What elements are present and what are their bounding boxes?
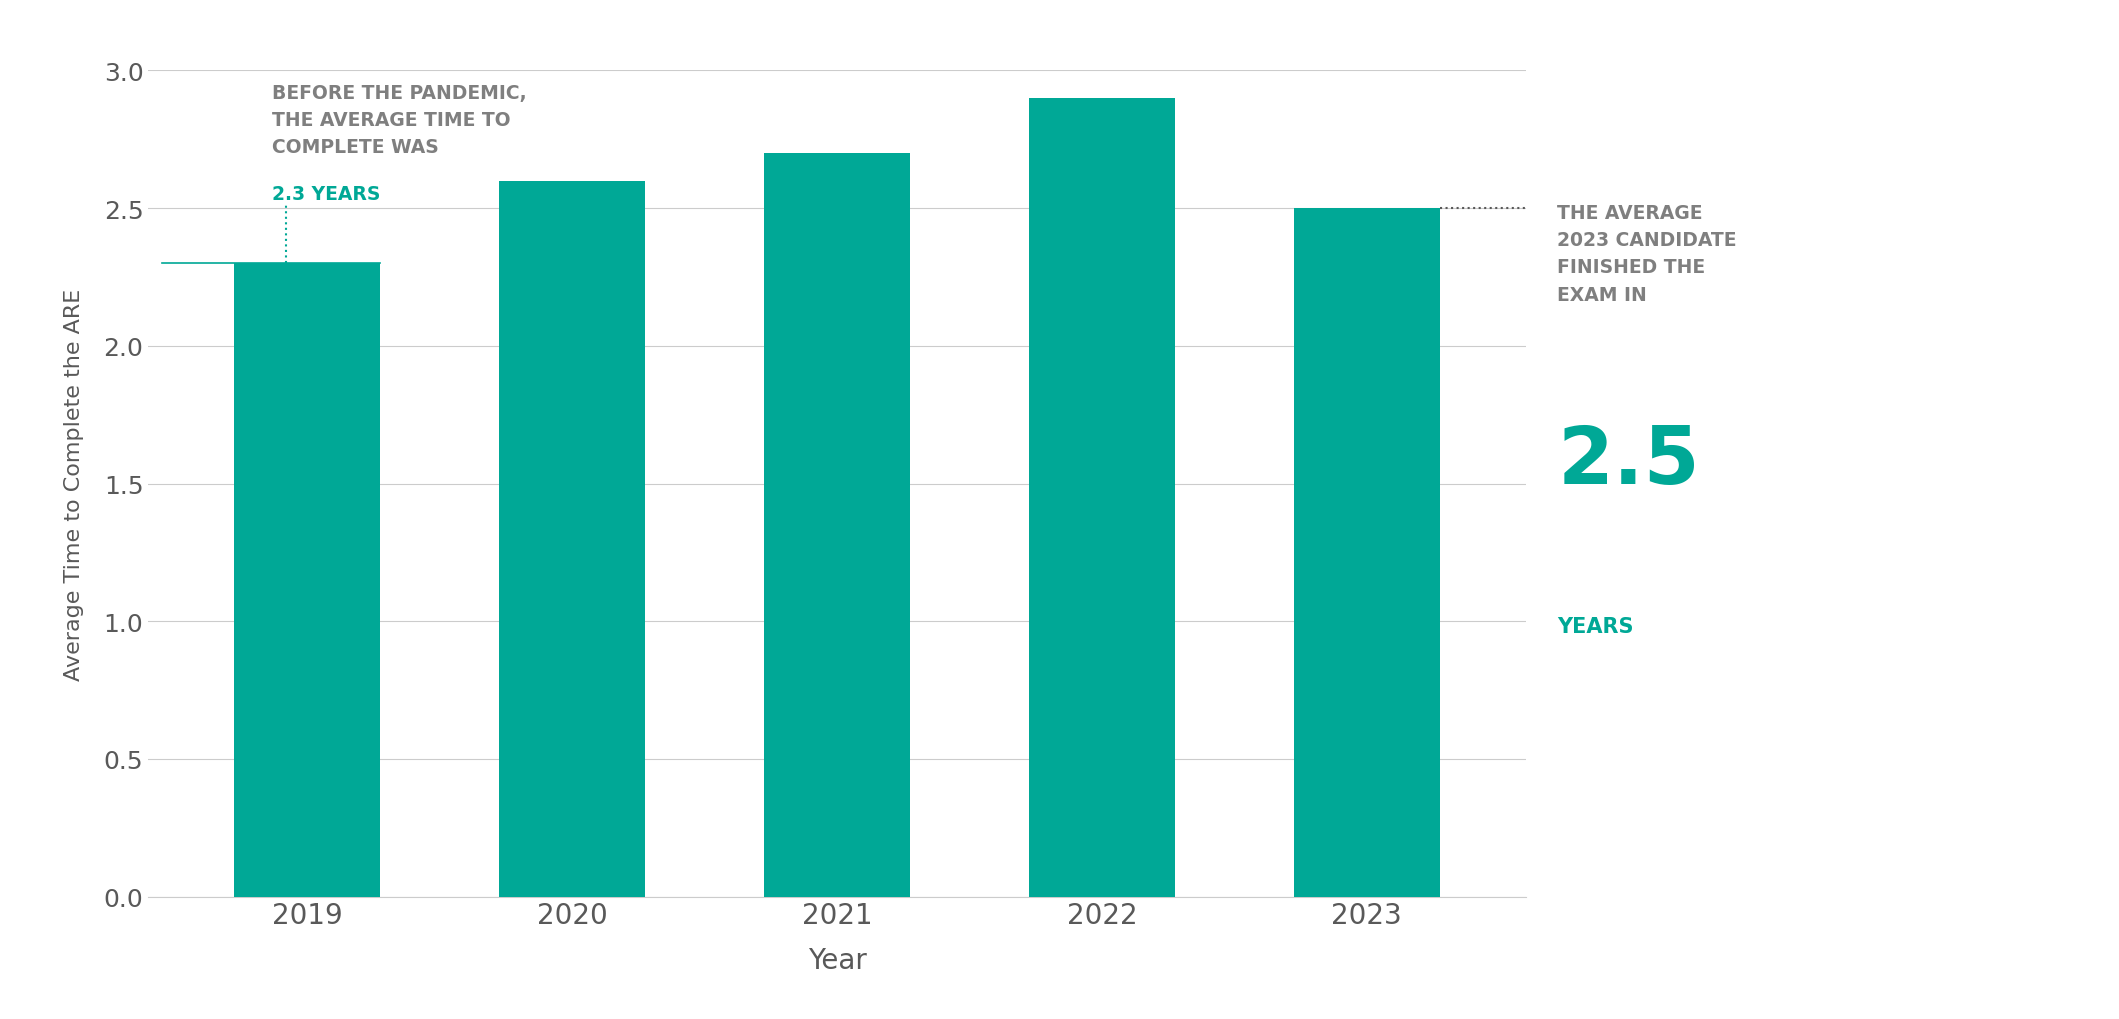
Bar xyxy=(765,154,909,897)
Bar xyxy=(1295,209,1439,897)
Text: YEARS: YEARS xyxy=(1557,616,1634,637)
Y-axis label: Average Time to Complete the ARE: Average Time to Complete the ARE xyxy=(64,288,85,680)
Text: 2.3 YEARS: 2.3 YEARS xyxy=(271,184,381,204)
Bar xyxy=(500,181,644,897)
Text: THE AVERAGE
2023 CANDIDATE
FINISHED THE
EXAM IN: THE AVERAGE 2023 CANDIDATE FINISHED THE … xyxy=(1557,204,1738,305)
X-axis label: Year: Year xyxy=(807,947,867,974)
Text: 2.5: 2.5 xyxy=(1557,423,1699,500)
Bar xyxy=(235,264,379,897)
Bar xyxy=(1030,99,1174,897)
Text: BEFORE THE PANDEMIC,
THE AVERAGE TIME TO
COMPLETE WAS: BEFORE THE PANDEMIC, THE AVERAGE TIME TO… xyxy=(271,84,528,157)
